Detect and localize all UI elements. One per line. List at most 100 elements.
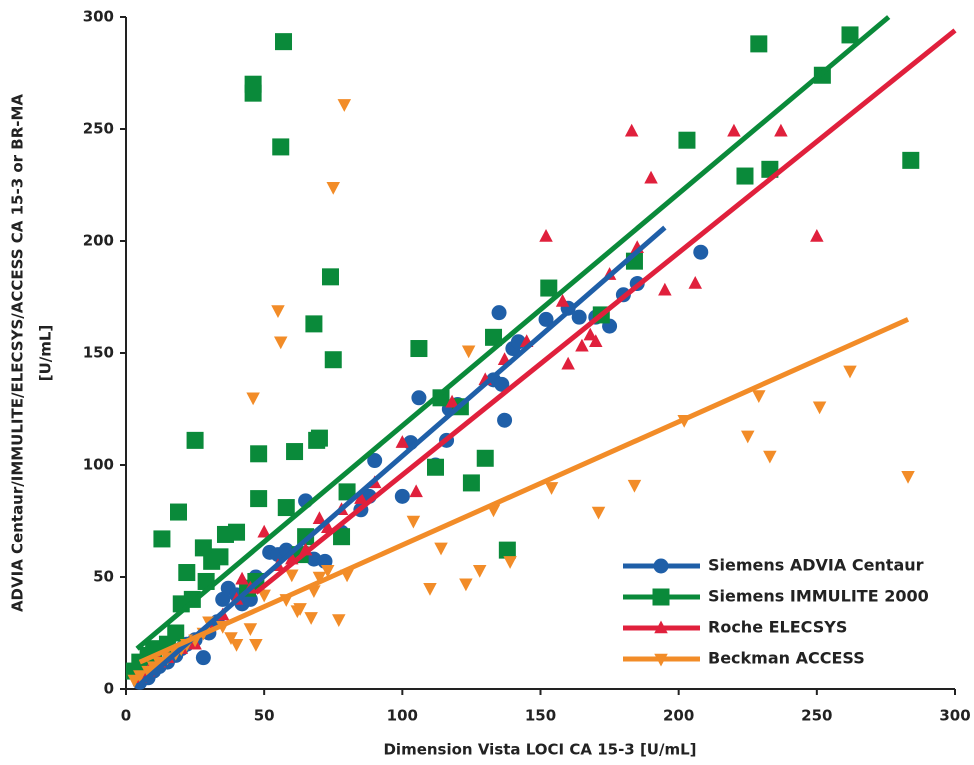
point: [409, 484, 423, 498]
point: [286, 443, 304, 461]
point: [249, 638, 263, 652]
legend-item: Beckman ACCESS: [623, 649, 865, 668]
point: [688, 276, 702, 289]
point: [476, 449, 494, 467]
x-tick-label: 0: [121, 707, 131, 725]
x-tick-label: 200: [663, 707, 694, 725]
x-tick-label: 150: [525, 707, 556, 725]
point: [367, 453, 383, 469]
point: [406, 515, 421, 529]
x-axis-label: Dimension Vista LOCI CA 15-3 [U/mL]: [383, 741, 696, 759]
point: [589, 334, 603, 348]
point: [727, 123, 741, 137]
point: [763, 450, 777, 464]
point: [153, 530, 171, 548]
point: [257, 589, 271, 603]
y-tick-label: 150: [83, 344, 114, 362]
point: [271, 305, 285, 318]
point: [186, 431, 204, 449]
point: [211, 548, 229, 566]
legend-marker: [654, 620, 668, 634]
point: [215, 591, 231, 607]
legend-marker: [652, 588, 670, 606]
point: [394, 488, 410, 504]
y-tick-label: 250: [83, 120, 114, 138]
y-tick-label: 50: [93, 568, 114, 586]
point: [275, 33, 293, 51]
point: [304, 612, 318, 625]
point: [332, 614, 346, 628]
point: [752, 390, 766, 404]
point: [561, 356, 575, 370]
point: [228, 523, 246, 541]
point: [741, 430, 755, 444]
point: [624, 123, 639, 137]
point: [901, 470, 915, 484]
fit-line: [138, 317, 910, 665]
point: [841, 26, 859, 44]
point: [462, 474, 480, 492]
series: [125, 26, 920, 680]
point: [555, 293, 570, 307]
point: [750, 35, 768, 53]
x-tick-label: 250: [801, 707, 832, 725]
fit-line: [135, 15, 891, 651]
point: [178, 564, 196, 582]
point: [243, 623, 258, 637]
point: [426, 458, 444, 476]
point: [324, 351, 342, 369]
y-tick-label: 300: [83, 8, 114, 26]
point: [195, 650, 211, 666]
point: [310, 429, 328, 447]
point: [445, 394, 459, 408]
point: [285, 569, 299, 583]
legend-item: Siemens ADVIA Centaur: [623, 556, 924, 575]
point: [194, 539, 212, 557]
point: [411, 390, 427, 406]
point: [810, 229, 824, 242]
fit-line: [138, 225, 667, 687]
point: [410, 340, 428, 358]
legend-marker: [653, 558, 669, 574]
point: [293, 603, 307, 616]
point: [571, 309, 587, 325]
point: [250, 445, 268, 463]
point: [272, 138, 290, 156]
point: [326, 181, 340, 195]
point: [693, 244, 709, 260]
point: [246, 392, 260, 406]
point: [494, 376, 510, 392]
point: [472, 565, 487, 578]
point: [485, 328, 503, 346]
point: [235, 571, 249, 585]
point: [338, 483, 356, 501]
point: [273, 336, 288, 350]
y-tick-label: 0: [104, 680, 114, 698]
point: [305, 315, 323, 333]
point: [539, 229, 553, 242]
point: [538, 311, 554, 327]
legend-label: Beckman ACCESS: [708, 649, 865, 668]
point: [337, 99, 352, 112]
point: [583, 327, 597, 341]
point: [497, 412, 513, 428]
point: [277, 499, 295, 517]
point: [333, 528, 351, 546]
point: [843, 365, 857, 379]
point: [627, 479, 642, 493]
point: [774, 123, 788, 137]
y-axis-label: ADVIA Centaur/IMMULITE/ELECSYS/ACCESS CA…: [9, 94, 27, 612]
point: [312, 571, 327, 585]
point: [503, 556, 517, 569]
point: [170, 503, 188, 521]
point: [354, 491, 368, 504]
point: [902, 151, 920, 169]
point: [320, 565, 335, 578]
point: [575, 338, 589, 352]
legend-item: Siemens IMMULITE 2000: [623, 587, 929, 606]
legend-label: Siemens ADVIA Centaur: [708, 556, 924, 575]
point: [658, 282, 672, 296]
point: [736, 167, 754, 185]
x-tick-label: 300: [939, 707, 970, 725]
